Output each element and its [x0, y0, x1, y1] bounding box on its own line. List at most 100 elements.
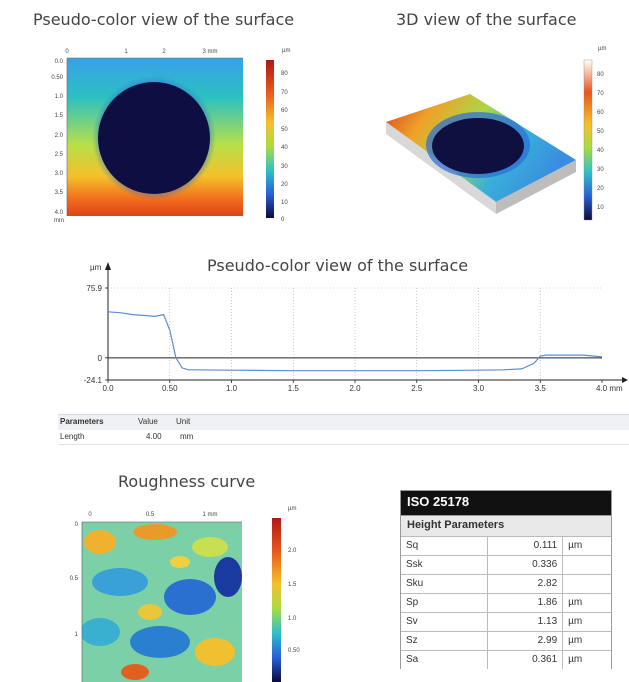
rough-scale-tick: 1.5 — [288, 582, 297, 588]
scale3d-tick: 40 — [597, 148, 604, 154]
iso-param-value: 0.361 — [488, 651, 564, 669]
map-x-tick: 1 — [124, 49, 128, 55]
profile-y-tick: 0 — [98, 354, 103, 363]
map-x-tick: 2 — [162, 49, 166, 55]
iso-param-name: Ssk — [401, 556, 488, 574]
iso-param-unit: µm — [568, 635, 583, 646]
scale-tick: 40 — [281, 145, 288, 151]
iso-param-name: Sz — [401, 632, 488, 650]
iso-row: Sp 1.86 µm — [401, 593, 611, 612]
iso-row: Sq 0.111 µm — [401, 536, 611, 555]
iso-param-name: Sa — [401, 651, 488, 669]
params-header-parameters: Parameters — [60, 417, 104, 426]
iso-title: ISO 25178 — [401, 491, 611, 515]
scale3d-unit: µm — [598, 46, 606, 52]
iso-param-name: Sq — [401, 537, 488, 555]
x-axis-arrow — [622, 377, 628, 383]
surface-3d-view: µm 80 70 60 50 40 30 20 10 — [386, 46, 606, 221]
iso-param-value: 0.336 — [488, 556, 564, 574]
scale-tick: 30 — [281, 164, 288, 170]
map-y-tick: 0.0 — [55, 59, 64, 65]
map-y-tick: 2.0 — [55, 133, 64, 139]
iso-param-unit: µm — [568, 654, 583, 665]
iso-param-name: Sku — [401, 575, 488, 593]
roughness-heatmap — [82, 522, 242, 682]
profile-x-tick: 0.0 — [102, 384, 114, 393]
iso-param-unit: µm — [568, 540, 583, 551]
map-y-unit: mm — [54, 218, 64, 224]
profile-title: Pseudo-color view of the surface — [207, 256, 469, 275]
profile-x-tick: 3.5 — [535, 384, 547, 393]
profile-grid — [108, 287, 602, 380]
scale-tick: 20 — [281, 182, 288, 188]
profile-x-tick: 3.0 — [473, 384, 485, 393]
profile-y-tick: 75.9 — [86, 284, 102, 293]
color-scale-bar — [266, 60, 274, 218]
scale3d-tick: 80 — [597, 72, 604, 78]
profile-x-tick: 2.5 — [411, 384, 423, 393]
profile-x-tick: 1.0 — [226, 384, 238, 393]
profile-series-line — [107, 311, 603, 372]
profile-x-tick: 0.50 — [162, 384, 178, 393]
iso-param-name: Sp — [401, 594, 488, 612]
profile-chart: 0.0 0.50 1.0 1.5 2.0 2.5 3.0 3.5 4.0 mm 75.9 0 -24.… — [84, 262, 628, 393]
map-y-tick: 3.5 — [55, 190, 64, 196]
map-y-tick: 1.0 — [55, 94, 64, 100]
scale3d-tick: 60 — [597, 110, 604, 116]
crater-3d — [432, 118, 524, 174]
rough-scale-tick: 2.0 — [288, 548, 297, 554]
scale3d-tick: 30 — [597, 167, 604, 173]
iso-param-unit: µm — [568, 616, 583, 627]
rough-x-tick: 1 mm — [203, 512, 218, 518]
rough-y-tick: 0.5 — [70, 576, 79, 582]
color-scale-3d — [583, 59, 593, 221]
iso-row: Ssk 0.336 — [401, 555, 611, 574]
params-unit: mm — [180, 432, 194, 441]
roughness-title: Roughness curve — [118, 472, 256, 491]
params-row: Length 4.00 mm — [58, 430, 629, 445]
map-y-tick: 1.5 — [55, 113, 64, 119]
iso-param-unit — [563, 575, 611, 593]
scale-unit: µm — [282, 48, 290, 54]
iso-row: Sv 1.13 µm — [401, 612, 611, 631]
rough-y-tick: 0 — [75, 522, 79, 528]
scale3d-tick: 50 — [597, 129, 604, 135]
rough-x-tick: 0.5 — [146, 512, 155, 518]
profile-x-tick: 1.5 — [288, 384, 300, 393]
rough-scale-tick: 1.0 — [288, 616, 297, 622]
iso-param-unit — [563, 556, 611, 574]
iso-param-name: Sv — [401, 613, 488, 631]
iso-row: Sa 0.361 µm — [401, 650, 611, 669]
iso-table: ISO 25178 Height Parameters Sq 0.111 µm Ss… — [400, 490, 612, 669]
roughness-color-scale — [272, 518, 281, 682]
rough-scale-unit: µm — [288, 506, 296, 512]
iso-param-value: 1.86 — [488, 594, 564, 612]
map-y-tick: 4.0 — [55, 210, 64, 216]
params-header-value: Value — [138, 417, 158, 426]
scale-tick: 50 — [281, 127, 288, 133]
profile-x-tick: 4.0 mm — [596, 384, 623, 393]
rough-y-tick: 1 — [75, 632, 79, 638]
iso-param-value: 2.82 — [488, 575, 564, 593]
scale-tick: 10 — [281, 200, 288, 206]
iso-subtitle: Height Parameters — [401, 515, 611, 536]
map-y-tick: 3.0 — [55, 171, 64, 177]
params-value: 4.00 — [146, 432, 162, 441]
iso-row: Sku 2.82 — [401, 574, 611, 593]
iso-param-value: 1.13 — [488, 613, 564, 631]
scale3d-tick: 10 — [597, 205, 604, 211]
rough-x-tick: 0 — [88, 512, 92, 518]
pseudo-color-title: Pseudo-color view of the surface — [33, 10, 295, 29]
map-x-tick: 0 — [65, 49, 69, 55]
params-name: Length — [60, 432, 85, 441]
params-header-unit: Unit — [176, 417, 191, 426]
profile-y-tick: -24.1 — [84, 376, 103, 385]
iso-param-value: 2.99 — [488, 632, 564, 650]
map-y-tick: 0.50 — [51, 75, 63, 81]
profile-axes — [105, 262, 628, 383]
scale-tick: 0 — [281, 217, 285, 223]
pseudo-color-map: 0 1 2 3 mm 0.0 0.50 1.0 1.5 2.0 2.5 3.0 … — [51, 48, 290, 224]
scale-tick: 60 — [281, 108, 288, 114]
iso-param-value: 0.111 — [488, 537, 564, 555]
map-x-tick: 3 mm — [203, 49, 218, 55]
